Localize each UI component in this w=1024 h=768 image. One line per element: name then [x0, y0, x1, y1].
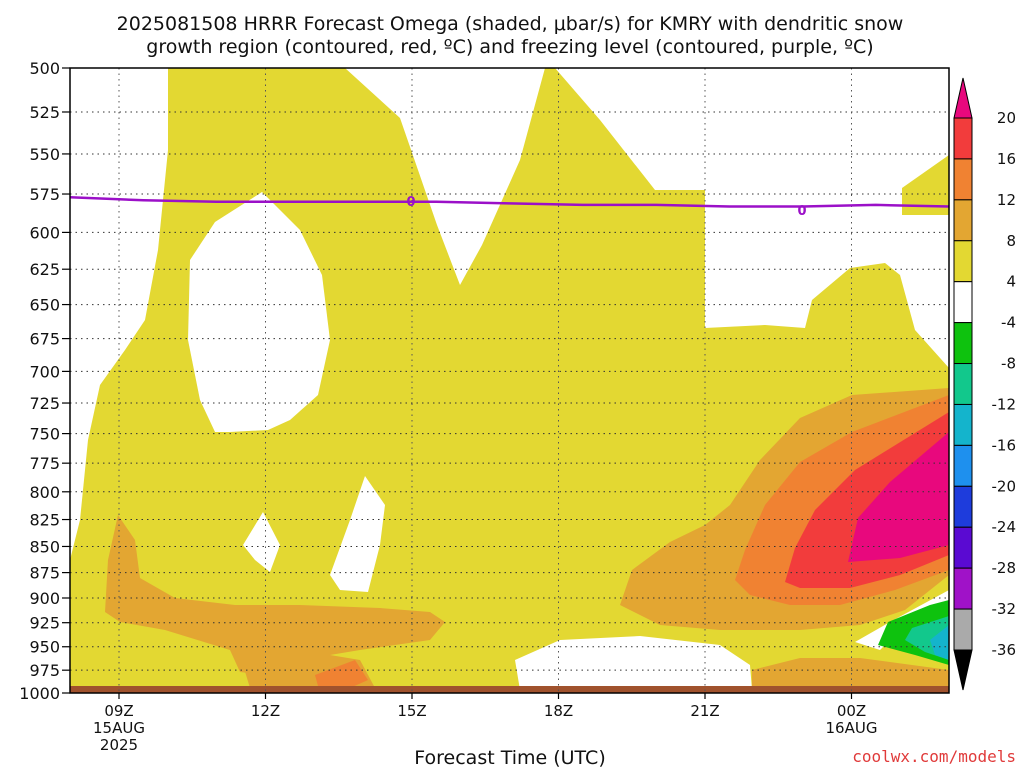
- y-tick-label: 900: [29, 589, 60, 608]
- y-tick-label: 675: [29, 330, 60, 349]
- y-tick-label: 950: [29, 638, 60, 657]
- colorbar-label: 8: [1006, 232, 1016, 250]
- colorbar-segment: [953, 199, 973, 242]
- x-tick-label: 09Z: [104, 702, 133, 720]
- credit-text: coolwx.com/models: [852, 747, 1016, 766]
- colorbar-segment: [953, 363, 973, 405]
- colorbar-segment: [953, 403, 973, 446]
- y-tick-label: 600: [29, 223, 60, 242]
- plot-frame: [69, 67, 950, 694]
- colorbar-label: -8: [1001, 355, 1016, 373]
- colorbar-label: -16: [992, 436, 1017, 454]
- y-axis: 500 525 550 575 600 625 650 675 700 725 750 775 800 8…: [19, 59, 70, 703]
- y-tick-label: 850: [29, 537, 60, 556]
- colorbar-segment: [953, 240, 973, 283]
- freezing-level-label-2: 0: [797, 204, 806, 219]
- y-tick-label: 775: [29, 454, 60, 473]
- colorbar-label: -4: [1001, 314, 1016, 332]
- colorbar: 20 16 12 8 4 -4 -8 -12 -16 -20 -24 -28 -32 -36: [953, 77, 1017, 691]
- ground-strip: [70, 686, 949, 693]
- colorbar-top-arrow: [953, 77, 973, 119]
- colorbar-bottom-arrow: [953, 649, 973, 691]
- y-tick-label: 525: [29, 103, 60, 122]
- y-tick-label: 700: [29, 362, 60, 381]
- colorbar-segment: [953, 281, 973, 324]
- y-tick-label: 550: [29, 145, 60, 164]
- y-tick-label: 1000: [19, 684, 60, 703]
- y-tick-label: 650: [29, 296, 60, 315]
- x-tick-sublabel: 2025: [100, 736, 138, 754]
- colorbar-segment: [953, 485, 973, 528]
- y-tick-label: 975: [29, 661, 60, 680]
- colorbar-segment: [953, 526, 973, 569]
- white-region-c: [330, 476, 385, 592]
- colorbar-label: -28: [992, 559, 1017, 577]
- colorbar-label: 12: [997, 191, 1016, 209]
- colorbar-segment: [953, 608, 973, 651]
- colorbar-segment: [953, 158, 973, 201]
- x-tick-label: 21Z: [690, 702, 719, 720]
- x-tick-sublabel: 16AUG: [826, 719, 878, 737]
- y-tick-label: 800: [29, 483, 60, 502]
- colorbar-label: 16: [997, 150, 1016, 168]
- omega-region-8to12-lowright: [752, 658, 949, 693]
- colorbar-segment: [953, 444, 973, 487]
- horizontal-grid: [70, 111, 949, 671]
- white-region-a: [188, 192, 330, 432]
- colorbar-segment: [953, 117, 973, 160]
- chart-title-line2: growth region (contoured, red, ºC) and f…: [146, 36, 873, 58]
- colorbar-label: 20: [997, 109, 1016, 127]
- white-region-b: [243, 512, 280, 572]
- x-axis-label: Forecast Time (UTC): [414, 747, 605, 768]
- colorbar-label: -12: [992, 395, 1017, 413]
- x-tick-label: 15Z: [397, 702, 426, 720]
- colorbar-segment: [953, 322, 973, 365]
- y-tick-label: 575: [29, 185, 60, 204]
- x-tick-label: 12Z: [251, 702, 280, 720]
- omega-region-12to16-small: [315, 660, 368, 688]
- freezing-level-line: [70, 195, 949, 208]
- x-tick-label: 00Z: [837, 702, 866, 720]
- colorbar-label: -24: [992, 518, 1017, 536]
- y-tick-label: 625: [29, 260, 60, 279]
- x-tick-label: 18Z: [544, 702, 573, 720]
- omega-region-gt20: [848, 432, 949, 562]
- y-tick-label: 500: [29, 59, 60, 78]
- omega-region-8to12-left: [105, 515, 445, 675]
- y-tick-label: 725: [29, 394, 60, 413]
- x-tick-sublabel: 15AUG: [93, 719, 145, 737]
- chart-title-line1: 2025081508 HRRR Forecast Omega (shaded, …: [117, 13, 904, 35]
- freezing-level-label-1: 0: [406, 195, 415, 210]
- colorbar-label: 4: [1006, 273, 1016, 291]
- colorbar-segment: [953, 567, 973, 610]
- omega-region-4to8-topright: [902, 155, 949, 215]
- omega-region-neg-core: [930, 625, 949, 660]
- y-tick-label: 750: [29, 425, 60, 444]
- white-region-d: [515, 636, 752, 690]
- y-tick-label: 925: [29, 614, 60, 633]
- plot-area: 0 0: [70, 68, 949, 693]
- y-tick-label: 875: [29, 564, 60, 583]
- colorbar-label: -20: [992, 477, 1017, 495]
- colorbar-label: -32: [992, 600, 1017, 618]
- colorbar-label: -36: [992, 641, 1017, 659]
- y-tick-label: 825: [29, 511, 60, 530]
